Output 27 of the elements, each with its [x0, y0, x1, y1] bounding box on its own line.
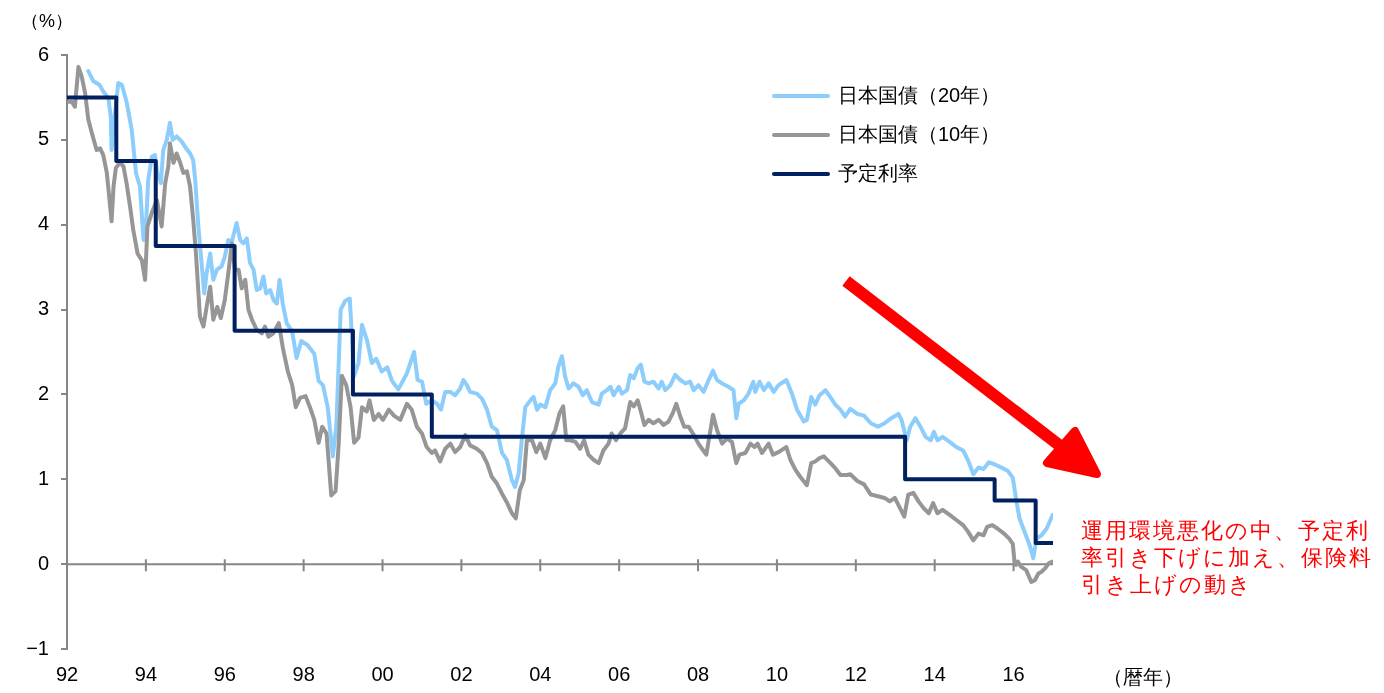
- x-tick-label: 10: [765, 662, 789, 685]
- x-tick-label: 98: [292, 662, 315, 685]
- x-tick-label: 04: [529, 662, 552, 685]
- x-tick-label: 02: [450, 662, 473, 685]
- y-tick-label: 1: [37, 466, 49, 489]
- text: 運用環境悪化の中、予定利率引き下げに加え、保険料引き上げの動き: [1081, 517, 1374, 598]
- legend-label: 日本国債（20年）: [838, 83, 1001, 108]
- x-tick-label: 08: [686, 662, 710, 685]
- x-tick-label: 94: [134, 662, 158, 685]
- y-tick-label: −1: [26, 636, 49, 659]
- y-tick-label: 5: [37, 127, 49, 150]
- legend-label: 日本国債（10年）: [838, 122, 1001, 147]
- y-tick-label: 3: [37, 297, 49, 320]
- x-tick-label: 92: [55, 662, 79, 685]
- x-tick-label: 00: [371, 662, 394, 685]
- x-tick-label: 96: [213, 662, 236, 685]
- x-axis-title: （暦年）: [1103, 665, 1183, 689]
- y-axis-title: （%）: [21, 11, 74, 33]
- y-tick-label: 0: [37, 551, 49, 574]
- x-tick-label: 06: [608, 662, 631, 685]
- legend-label: 予定利率: [838, 161, 918, 186]
- y-tick-label: 2: [37, 381, 49, 404]
- x-tick-label: 12: [844, 662, 867, 685]
- x-tick-label: 14: [923, 662, 946, 685]
- y-tick-label: 4: [37, 212, 49, 235]
- x-tick-label: 16: [1002, 662, 1025, 685]
- y-tick-label: 6: [37, 42, 49, 65]
